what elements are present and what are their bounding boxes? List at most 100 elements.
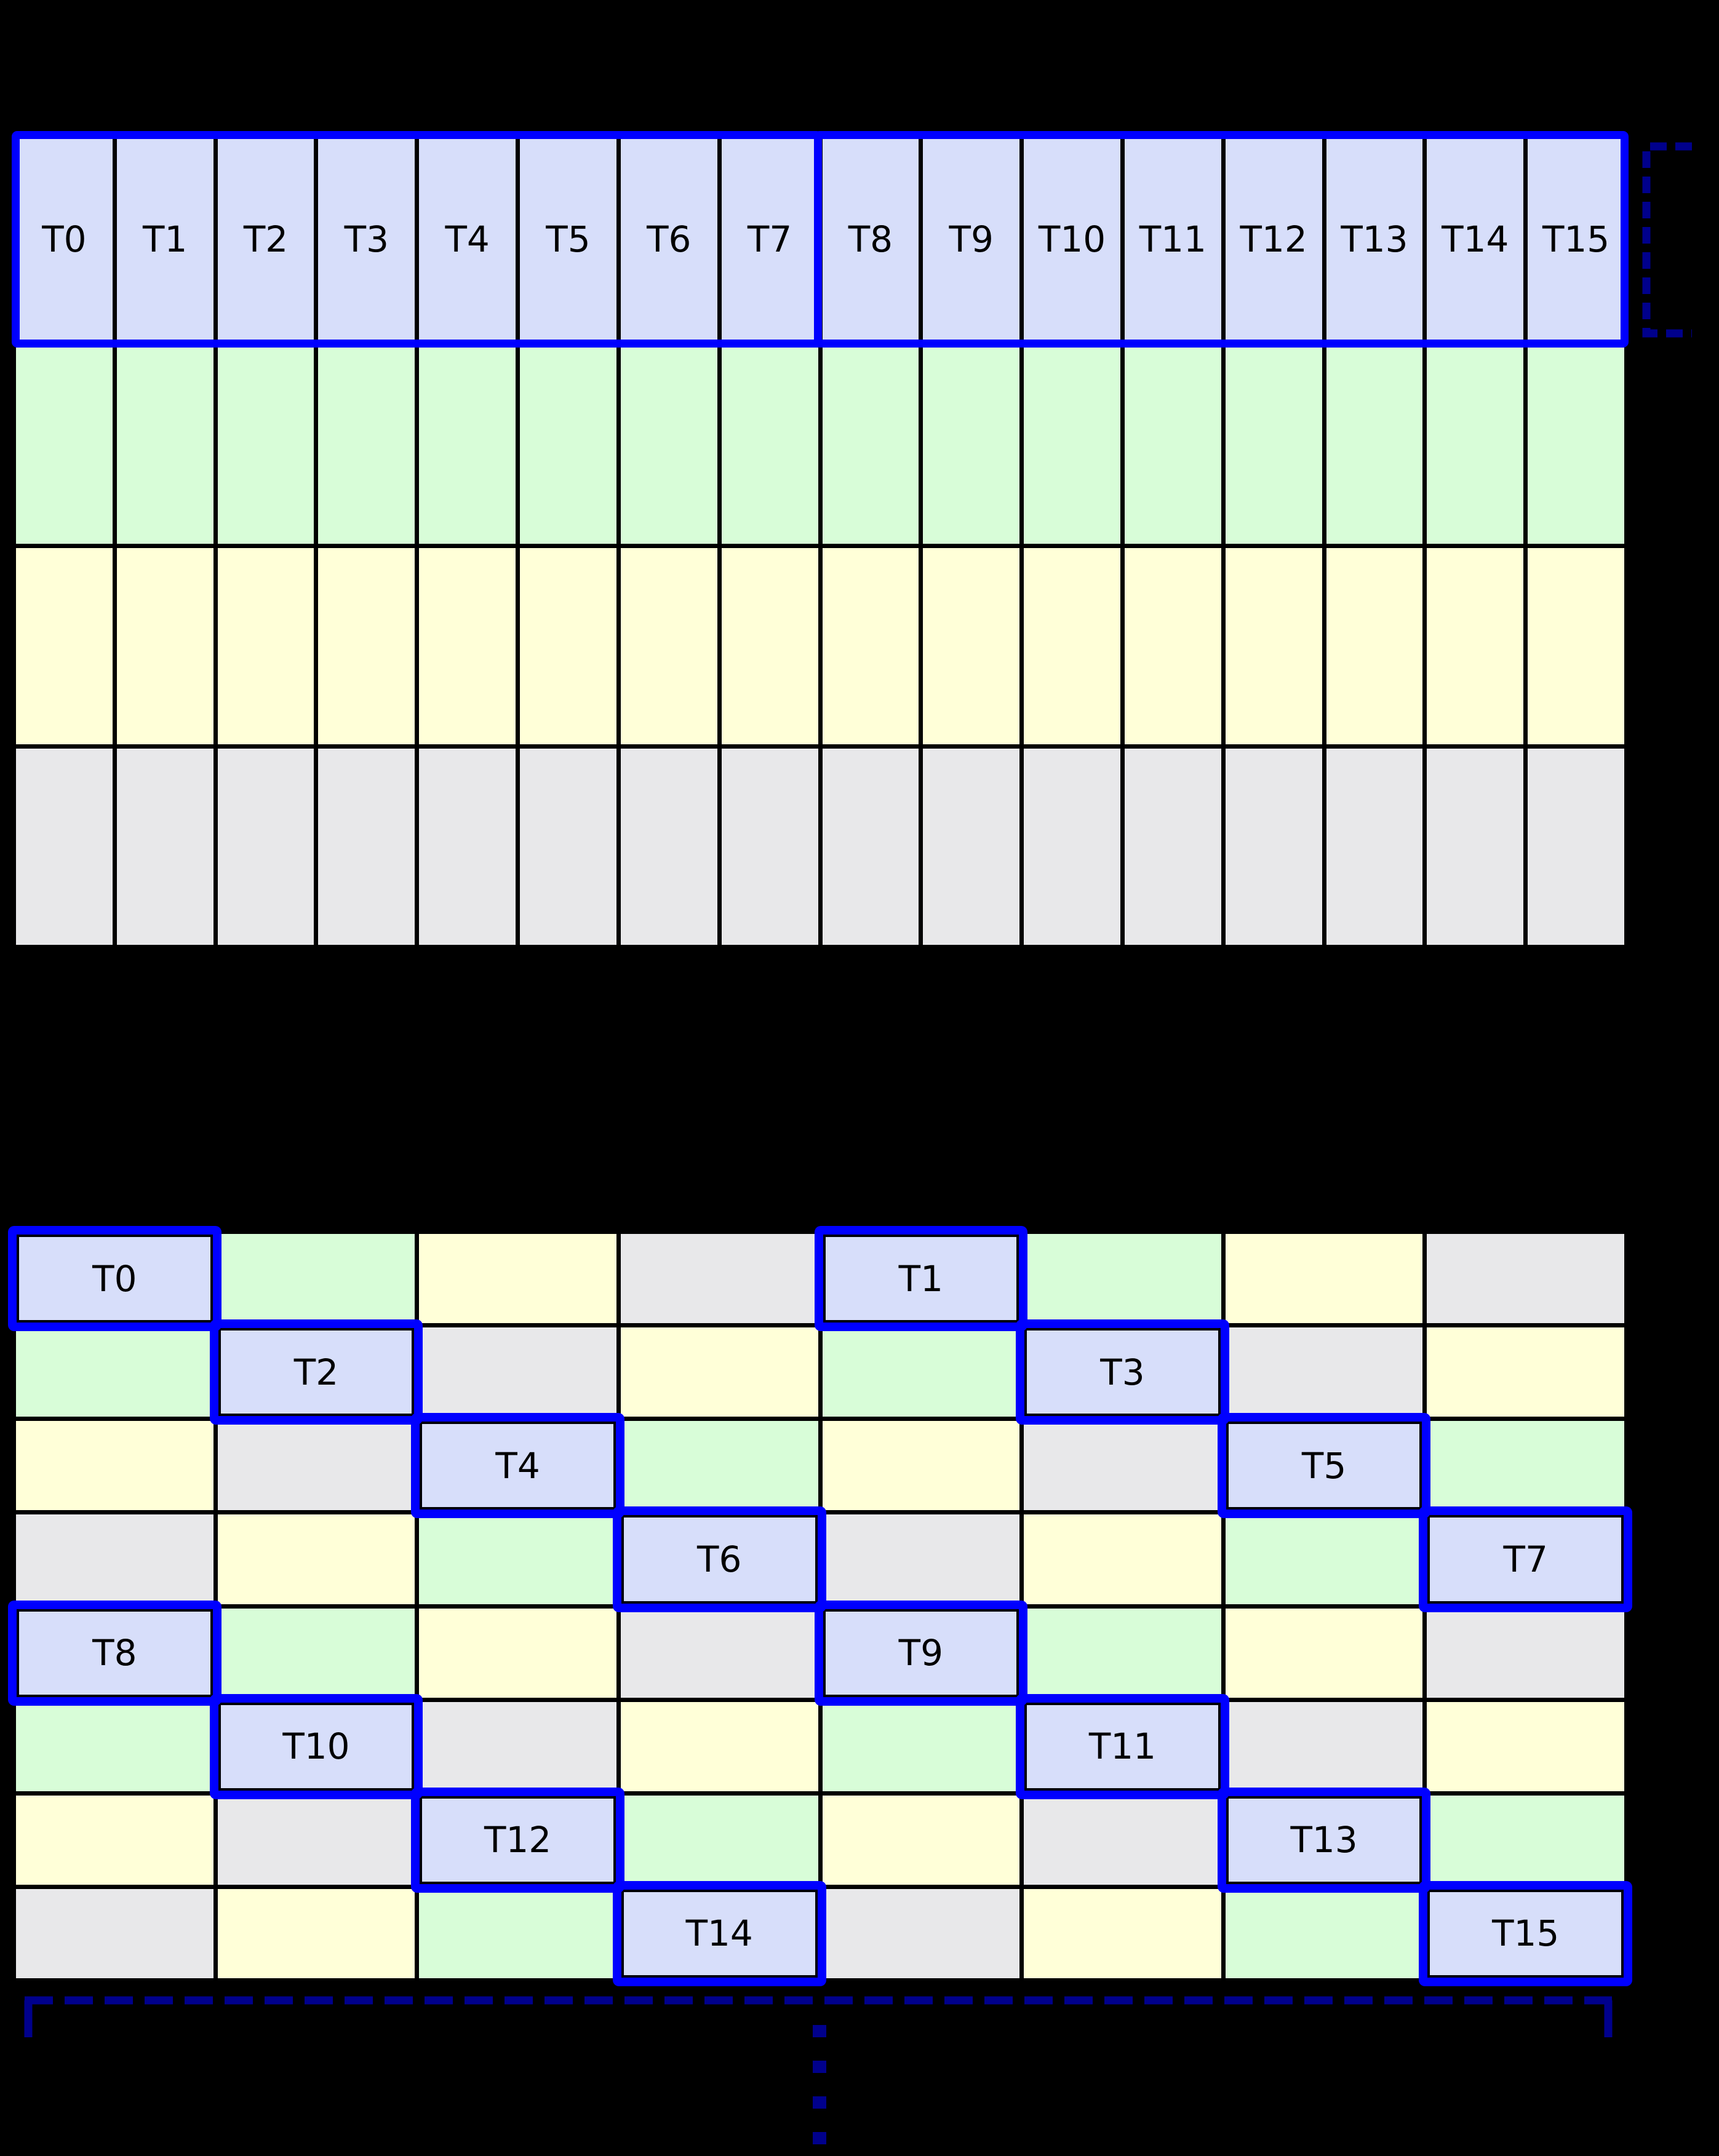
- bottom-grid-thread-cell-T13: T13: [1217, 1787, 1431, 1893]
- bottom-grid-bank-cell: [217, 1514, 415, 1604]
- bottom-grid-bank-cell: [822, 1421, 1020, 1511]
- memory-row-grid: T0 T1 T2 T3 T4 T5 T6 T7 T8 T9 T10 T11 T12 T13 T14 T15: [11, 130, 1629, 950]
- bottom-grid-thread-cell-T6: T6: [612, 1506, 826, 1612]
- top-grid-bank-cell: [520, 749, 616, 945]
- bottom-grid-thread-cell-T10: T10: [209, 1693, 423, 1799]
- top-grid-thread-cell-T8: T8: [822, 135, 919, 343]
- bottom-grid-bank-cell: [1427, 1421, 1624, 1511]
- bottom-grid-bank-cell: [822, 1514, 1020, 1604]
- bottom-grid-bank-cell: [419, 1327, 616, 1417]
- thread-label: T3: [344, 218, 389, 260]
- thread-label: T13: [1341, 218, 1408, 260]
- thread-label: T10: [1038, 218, 1106, 260]
- thread-label: T8: [848, 218, 893, 260]
- top-grid-thread-cell-T5: T5: [520, 135, 616, 343]
- bottom-grid-bank-cell: [1225, 1608, 1423, 1698]
- bottom-grid-bank-cell: [419, 1234, 616, 1324]
- top-grid-thread-cell-T10: T10: [1024, 135, 1120, 343]
- banked-memory-grid: T0 T1 T2 T3 T4 T5 T6 T7 T8 T9 T10 T11 T12 T13 T14 T15: [8, 1226, 1632, 1986]
- bottom-grid-bank-cell: [1427, 1795, 1624, 1885]
- top-grid-bank-cell: [721, 548, 818, 744]
- thread-label: T5: [546, 218, 591, 260]
- top-grid-bank-cell: [1124, 548, 1221, 744]
- thread-label: T6: [647, 218, 692, 260]
- top-grid-bank-cell: [217, 548, 314, 744]
- bottom-grid-bank-cell: [1225, 1514, 1423, 1604]
- top-grid-bank-cell: [923, 548, 1020, 744]
- bottom-grid-bank-cell: [217, 1608, 415, 1698]
- top-grid-thread-cell-T3: T3: [318, 135, 415, 343]
- bottom-grid-bank-cell: [16, 1888, 213, 1978]
- bottom-grid-thread-cell-T2: T2: [209, 1319, 423, 1425]
- top-grid-bank-cell: [318, 749, 415, 945]
- thread-label: T14: [1442, 218, 1509, 260]
- top-grid-bank-cell: [721, 348, 818, 544]
- bottom-grid-bank-cell: [16, 1701, 213, 1791]
- thread-label: T2: [243, 218, 289, 260]
- bottom-grid-thread-cell-T1: T1: [814, 1226, 1028, 1332]
- top-grid-thread-cell-T7: T7: [721, 135, 818, 343]
- top-grid-bank-cell: [1124, 348, 1221, 544]
- top-grid-bank-cell: [1225, 548, 1322, 744]
- thread-label: T3: [1100, 1351, 1145, 1393]
- top-grid-thread-cell-T1: T1: [116, 135, 213, 343]
- bottom-grid-bank-cell: [620, 1234, 818, 1324]
- thread-label: T12: [1240, 218, 1307, 260]
- thread-label: T8: [92, 1632, 137, 1674]
- thread-label: T2: [293, 1351, 339, 1393]
- top-grid-bank-cell: [16, 348, 113, 544]
- top-grid-bank-cell: [923, 749, 1020, 945]
- bottom-grid-bank-cell: [620, 1421, 818, 1511]
- top-grid-bank-cell: [1528, 548, 1624, 744]
- top-grid-bank-cell: [217, 348, 314, 544]
- top-grid-bank-cell: [419, 348, 516, 544]
- top-grid-bank-cell: [1124, 749, 1221, 945]
- top-grid-thread-cell-T14: T14: [1427, 135, 1524, 343]
- top-grid-bank-cell: [822, 749, 919, 945]
- row-bracket-dashed: [1642, 142, 1692, 338]
- bottom-grid-thread-cell-T12: T12: [411, 1787, 624, 1893]
- top-grid-bank-cell: [620, 548, 717, 744]
- top-grid-bank-cell: [318, 548, 415, 744]
- thread-label: T0: [42, 218, 87, 260]
- top-grid-bank-cell: [620, 348, 717, 544]
- thread-label: T4: [495, 1444, 540, 1487]
- thread-label: T15: [1492, 1912, 1560, 1955]
- bottom-grid-thread-cell-T8: T8: [8, 1600, 221, 1706]
- bottom-grid-bank-cell: [419, 1514, 616, 1604]
- thread-label: T1: [143, 218, 188, 260]
- bottom-grid-bank-cell: [1024, 1421, 1221, 1511]
- thread-label: T9: [898, 1632, 943, 1674]
- bottom-grid-bank-cell: [1427, 1701, 1624, 1791]
- top-grid-bank-cell: [520, 548, 616, 744]
- top-grid-bank-cell: [1528, 749, 1624, 945]
- top-grid-bank-cell: [620, 749, 717, 945]
- top-grid-bank-cell: [318, 348, 415, 544]
- bottom-grid-bank-cell: [217, 1888, 415, 1978]
- top-grid-bank-cell: [1326, 749, 1423, 945]
- top-grid-thread-cell-T2: T2: [217, 135, 314, 343]
- bottom-grid-thread-cell-T7: T7: [1419, 1506, 1632, 1612]
- top-grid-thread-cell-T9: T9: [923, 135, 1020, 343]
- bottom-grid-bank-cell: [419, 1888, 616, 1978]
- top-grid-bank-cell: [923, 348, 1020, 544]
- top-grid-bank-cell: [419, 749, 516, 945]
- bottom-grid-bank-cell: [620, 1327, 818, 1417]
- bottom-grid-thread-cell-T4: T4: [411, 1413, 624, 1519]
- top-grid-bank-cell: [1326, 548, 1423, 744]
- bottom-grid-bank-cell: [1225, 1701, 1423, 1791]
- bottom-grid-bank-cell: [1427, 1608, 1624, 1698]
- bottom-grid-bank-cell: [217, 1795, 415, 1885]
- bottom-grid-thread-cell-T3: T3: [1016, 1319, 1229, 1425]
- bottom-grid-bank-cell: [620, 1701, 818, 1791]
- top-grid-bank-cell: [1024, 348, 1120, 544]
- top-grid-thread-cell-T4: T4: [419, 135, 516, 343]
- top-grid-bank-cell: [520, 348, 616, 544]
- bottom-grid-bank-cell: [1024, 1514, 1221, 1604]
- top-grid-bank-cell: [16, 749, 113, 945]
- top-grid-bank-cell: [1225, 749, 1322, 945]
- top-grid-thread-cell-T6: T6: [620, 135, 717, 343]
- top-grid-bank-cell: [1427, 749, 1524, 945]
- bottom-grid-bank-cell: [1024, 1795, 1221, 1885]
